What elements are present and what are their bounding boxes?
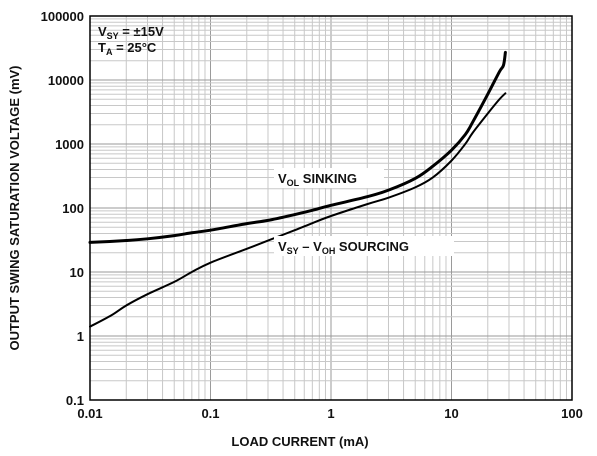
x-tick-label: 100 [561,406,583,421]
svg-text:VSY – VOH SOURCING: VSY – VOH SOURCING [278,239,409,256]
grid [89,16,572,401]
x-tick-label: 10 [444,406,458,421]
series-line-sourcing [89,92,507,328]
x-tick-label: 0.01 [77,406,102,421]
y-tick-label: 100 [62,201,84,216]
y-tick-label: 100000 [41,9,84,24]
sourcing-label: VSY – VOH SOURCING [274,236,454,256]
x-tick-label: 0.1 [201,406,219,421]
y-tick-label: 1 [77,329,84,344]
x-tick-label: 1 [327,406,334,421]
condition-vsy: VSY = ±15V [98,24,164,41]
y-tick-label: 10000 [48,73,84,88]
y-axis-label: OUTPUT SWING SATURATION VOLTAGE (mV) [7,65,22,350]
y-tick-label: 10 [70,265,84,280]
y-tick-label: 1000 [55,137,84,152]
svg-text:VOL SINKING: VOL SINKING [278,171,357,188]
y-tick-label: 0.1 [66,393,84,408]
x-tick-labels: 0.01 0.1 1 10 100 [77,406,583,421]
curves [88,50,507,328]
series-line-sinking [88,50,507,244]
sinking-label: VOL SINKING [274,168,384,188]
condition-ta: TA = 25°C [98,40,157,57]
plot-frame [89,15,573,401]
x-axis-label: LOAD CURRENT (mA) [231,434,368,449]
y-tick-labels: 0.1 1 10 100 1000 10000 100000 [41,9,84,408]
